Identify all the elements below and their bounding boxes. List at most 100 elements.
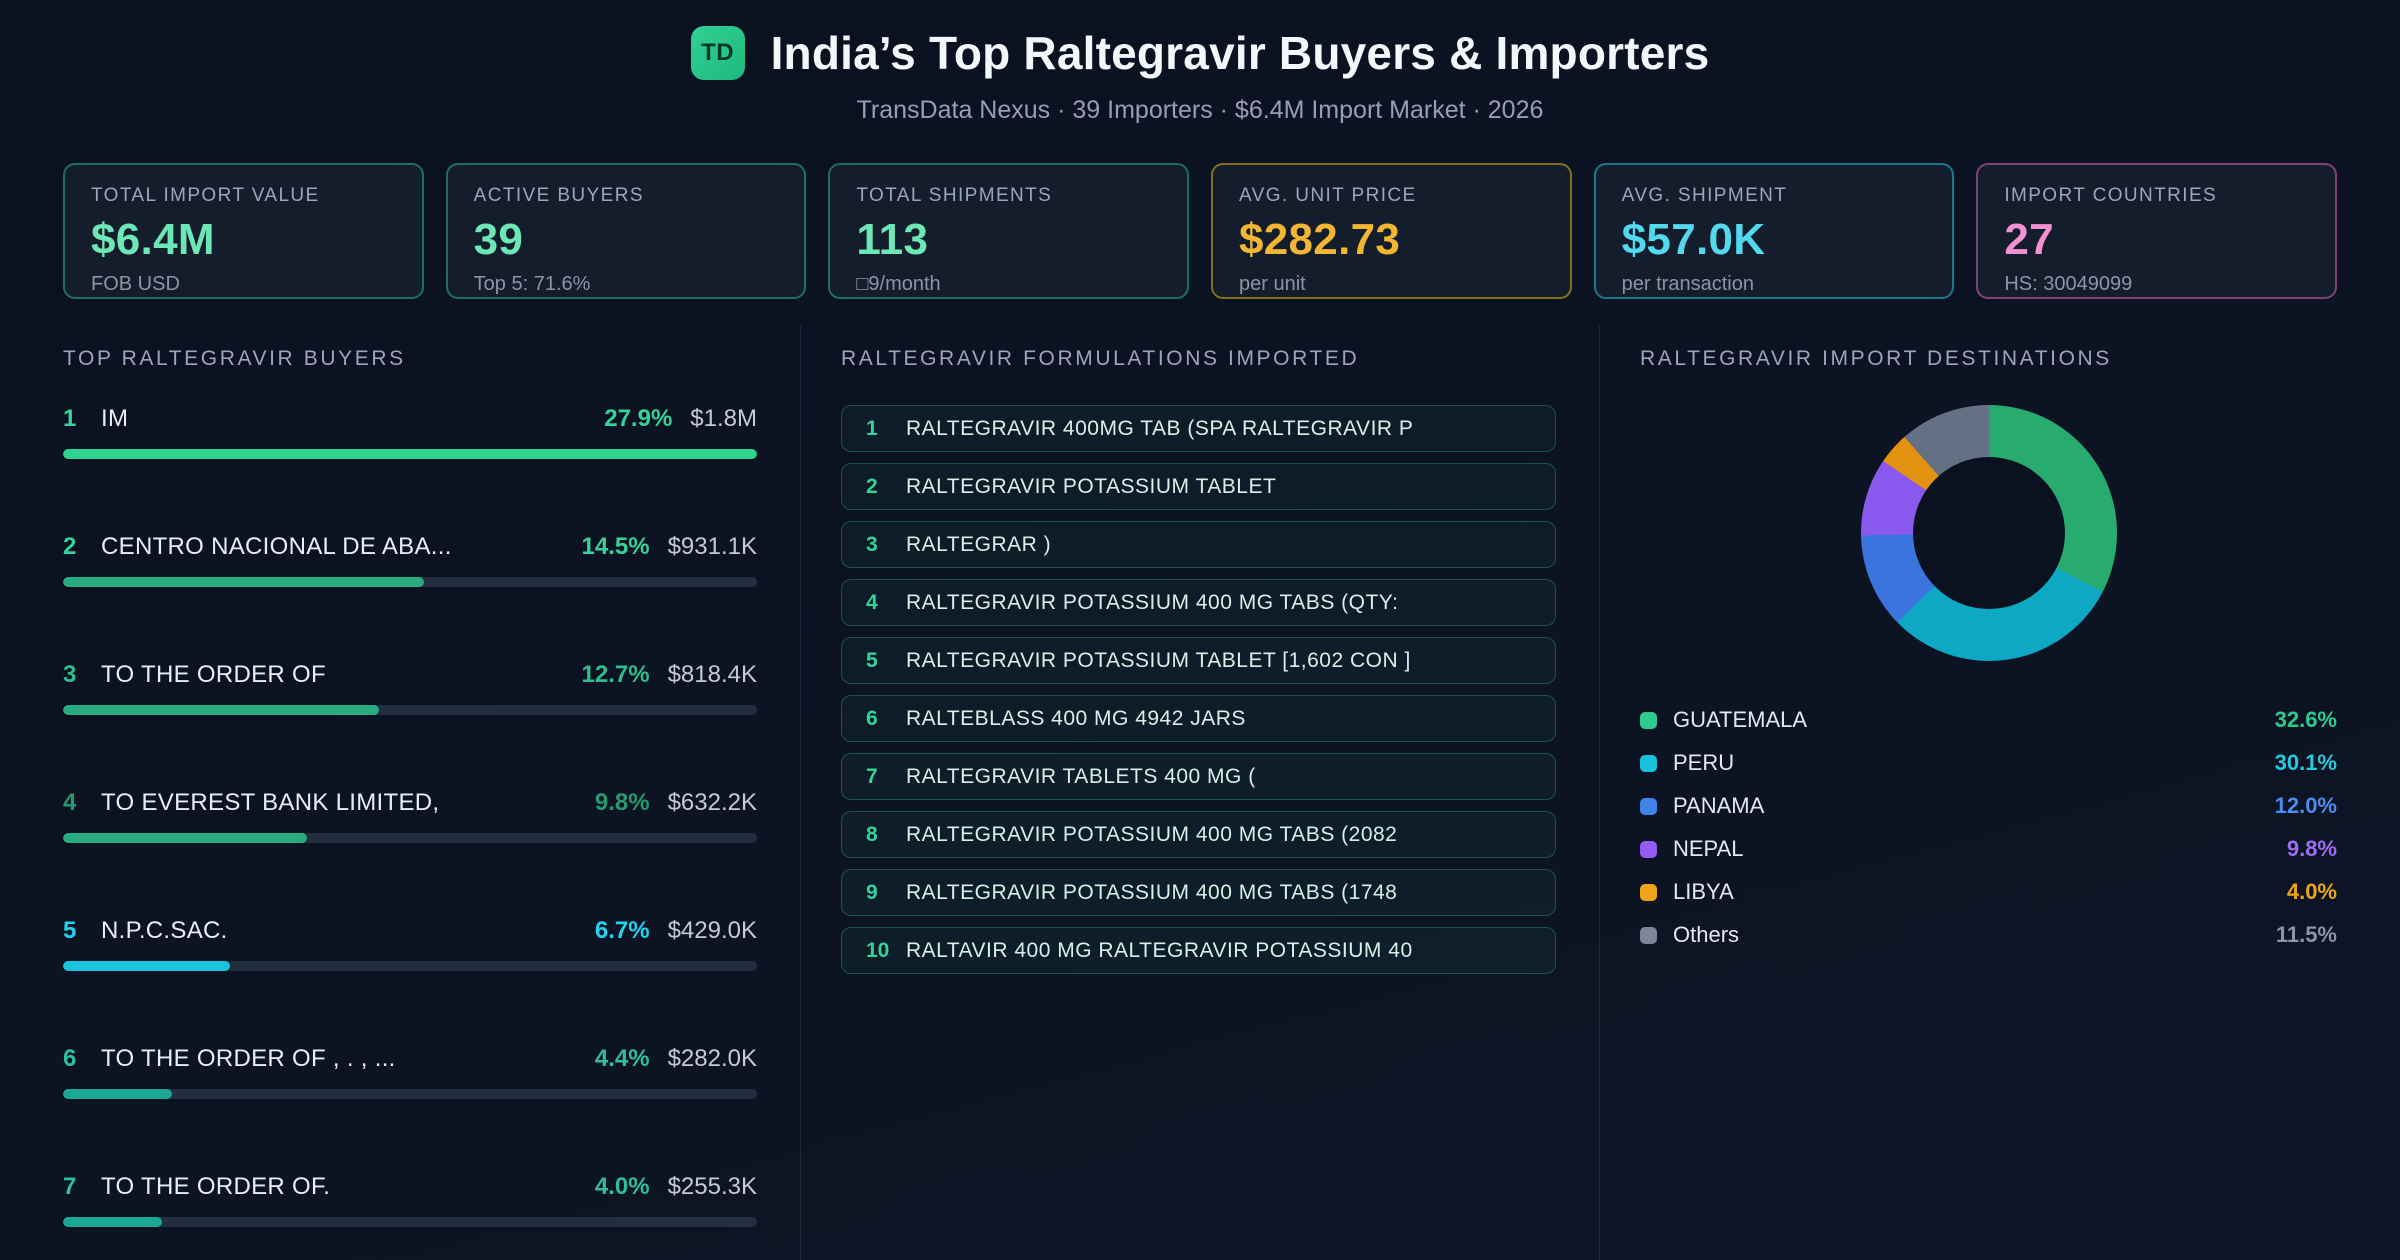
buyer-row[interactable]: 4 TO EVEREST BANK LIMITED, 9.8% $632.2K [63, 789, 757, 843]
buyer-value: $282.0K [667, 1045, 757, 1072]
formulation-number: 3 [866, 532, 878, 556]
formulation-number: 2 [866, 474, 878, 498]
page-subtitle: TransData Nexus · 39 Importers · $6.4M I… [856, 96, 1544, 124]
stat-label: TOTAL IMPORT VALUE [91, 185, 320, 206]
buyer-row[interactable]: 7 TO THE ORDER OF. 4.0% $255.3K [63, 1173, 757, 1227]
formulation-name: RALTEGRAVIR POTASSIUM TABLET [1,602 CON … [906, 648, 1411, 672]
buyer-value: $931.1K [667, 533, 757, 560]
buyer-bar-track [63, 705, 757, 715]
brand-logo-text: TD [701, 39, 735, 66]
legend-item[interactable]: PANAMA 12.0% [1640, 793, 2337, 819]
stat-sub: Top 5: 71.6% [473, 273, 591, 295]
stat-card-avg-unit-price: AVG. UNIT PRICE $282.73 per unit [1210, 163, 1572, 299]
buyer-row[interactable]: 5 N.P.C.SAC. 6.7% $429.0K [63, 917, 757, 971]
formulation-item[interactable]: 2 RALTEGRAVIR POTASSIUM TABLET [841, 463, 1556, 510]
stat-sub: □9/month [856, 273, 941, 295]
legend-item[interactable]: GUATEMALA 32.6% [1640, 707, 2337, 733]
stats-row: TOTAL IMPORT VALUE $6.4M FOB USD ACTIVE … [0, 163, 2400, 299]
legend-percent: 9.8% [2286, 836, 2337, 861]
destinations-legend: GUATEMALA 32.6% PERU 30.1% PANAMA 12.0% … [1640, 707, 2337, 948]
formulations-panel: RALTEGRAVIR FORMULATIONS IMPORTED 1 RALT… [800, 325, 1600, 1260]
buyer-row[interactable]: 1 IM 27.9% $1.8M [63, 405, 757, 459]
destinations-panel: RALTEGRAVIR IMPORT DESTINATIONS GUATEMAL… [1600, 325, 2337, 1260]
legend-label: NEPAL [1673, 836, 1744, 861]
stat-label: AVG. UNIT PRICE [1238, 185, 1417, 206]
buyer-percent: 4.0% [594, 1173, 650, 1200]
formulation-item[interactable]: 4 RALTEGRAVIR POTASSIUM 400 MG TABS (QTY… [841, 579, 1556, 626]
buyer-row[interactable]: 2 CENTRO NACIONAL DE ABA... 14.5% $931.1K [63, 533, 757, 587]
legend-swatch [1640, 797, 1657, 815]
buyer-name: TO THE ORDER OF , . , ... [101, 1045, 396, 1072]
destinations-panel-title: RALTEGRAVIR IMPORT DESTINATIONS [1640, 347, 2112, 370]
formulation-name: RALTAVIR 400 MG RALTEGRAVIR POTASSIUM 40 [906, 938, 1413, 962]
header: TD India’s Top Raltegravir Buyers & Impo… [0, 0, 2400, 163]
stat-sub: FOB USD [91, 273, 180, 295]
page-title: India’s Top Raltegravir Buyers & Importe… [770, 27, 1710, 79]
formulation-name: RALTEGRAVIR POTASSIUM 400 MG TABS (QTY: [906, 590, 1399, 614]
legend-swatch [1640, 754, 1657, 772]
formulation-item[interactable]: 5 RALTEGRAVIR POTASSIUM TABLET [1,602 CO… [841, 637, 1556, 684]
formulation-number: 9 [866, 880, 878, 904]
stat-card-total-import-value: TOTAL IMPORT VALUE $6.4M FOB USD [63, 163, 424, 299]
stat-label: TOTAL SHIPMENTS [856, 185, 1053, 206]
buyers-panel: TOP RALTEGRAVIR BUYERS 1 IM 27.9% $1.8M 2… [63, 325, 800, 1260]
legend-swatch [1640, 711, 1657, 729]
stat-card-import-countries: IMPORT COUNTRIES 27 HS: 30049099 [1976, 163, 2337, 299]
legend-percent: 4.0% [2286, 879, 2337, 904]
formulation-name: RALTEGRAVIR TABLETS 400 MG ( [906, 764, 1256, 788]
buyer-bar-track [63, 1089, 757, 1099]
legend-item[interactable]: NEPAL 9.8% [1640, 836, 2337, 862]
buyer-percent: 14.5% [581, 533, 650, 560]
buyer-bar-fill [63, 705, 379, 715]
stat-value: 113 [856, 215, 929, 264]
stat-card-avg-shipment: AVG. SHIPMENT $57.0K per transaction [1593, 163, 1955, 299]
buyer-row[interactable]: 3 TO THE ORDER OF 12.7% $818.4K [63, 661, 757, 715]
formulations-panel-title: RALTEGRAVIR FORMULATIONS IMPORTED [841, 347, 1360, 370]
formulation-item[interactable]: 3 RALTEGRAR ) [841, 521, 1556, 568]
legend-label: PANAMA [1673, 793, 1765, 818]
formulation-item[interactable]: 6 RALTEBLASS 400 MG 4942 JARS [841, 695, 1556, 742]
formulation-number: 1 [866, 416, 878, 440]
formulation-number: 10 [866, 938, 890, 962]
buyer-rank: 5 [63, 917, 77, 944]
formulation-name: RALTEGRAVIR 400MG TAB (SPA RALTEGRAVIR P [906, 416, 1414, 440]
formulation-number: 6 [866, 706, 878, 730]
legend-label: LIBYA [1673, 879, 1734, 904]
buyer-bar-track [63, 1217, 757, 1227]
formulation-number: 7 [866, 764, 878, 788]
buyer-value: $632.2K [667, 789, 757, 816]
legend-item[interactable]: PERU 30.1% [1640, 750, 2337, 776]
buyer-value: $818.4K [667, 661, 757, 688]
formulation-item[interactable]: 10 RALTAVIR 400 MG RALTEGRAVIR POTASSIUM… [841, 927, 1556, 974]
buyer-rank: 7 [63, 1173, 77, 1200]
stat-sub: per unit [1238, 273, 1306, 295]
stat-sub: per transaction [1621, 273, 1754, 295]
stat-value: $57.0K [1621, 215, 1766, 264]
stat-value: $6.4M [91, 215, 215, 264]
buyer-percent: 4.4% [594, 1045, 650, 1072]
legend-label: Others [1673, 922, 1740, 947]
stat-value: 39 [473, 215, 524, 264]
formulation-item[interactable]: 9 RALTEGRAVIR POTASSIUM 400 MG TABS (174… [841, 869, 1556, 916]
formulation-name: RALTEGRAR ) [906, 532, 1052, 556]
formulation-item[interactable]: 7 RALTEGRAVIR TABLETS 400 MG ( [841, 753, 1556, 800]
formulation-number: 8 [866, 822, 878, 846]
buyer-name: TO EVEREST BANK LIMITED, [101, 789, 440, 816]
buyer-name: IM [101, 405, 129, 432]
legend-item[interactable]: LIBYA 4.0% [1640, 879, 2337, 905]
formulation-name: RALTEGRAVIR POTASSIUM 400 MG TABS (2082 [906, 822, 1398, 846]
stat-label: IMPORT COUNTRIES [2004, 185, 2218, 206]
legend-swatch [1640, 926, 1657, 944]
legend-label: GUATEMALA [1673, 707, 1808, 732]
buyer-bar-track [63, 449, 757, 459]
buyer-bar-fill [63, 833, 307, 843]
legend-item[interactable]: Others 11.5% [1640, 922, 2337, 948]
buyer-bar-fill [63, 1089, 173, 1099]
buyer-row[interactable]: 6 TO THE ORDER OF , . , ... 4.4% $282.0K [63, 1045, 757, 1099]
formulation-item[interactable]: 1 RALTEGRAVIR 400MG TAB (SPA RALTEGRAVIR… [841, 405, 1556, 452]
formulation-item[interactable]: 8 RALTEGRAVIR POTASSIUM 400 MG TABS (208… [841, 811, 1556, 858]
donut-hole [1912, 457, 2065, 609]
buyer-bar-track [63, 833, 757, 843]
import-destinations-donut [1860, 405, 2117, 661]
